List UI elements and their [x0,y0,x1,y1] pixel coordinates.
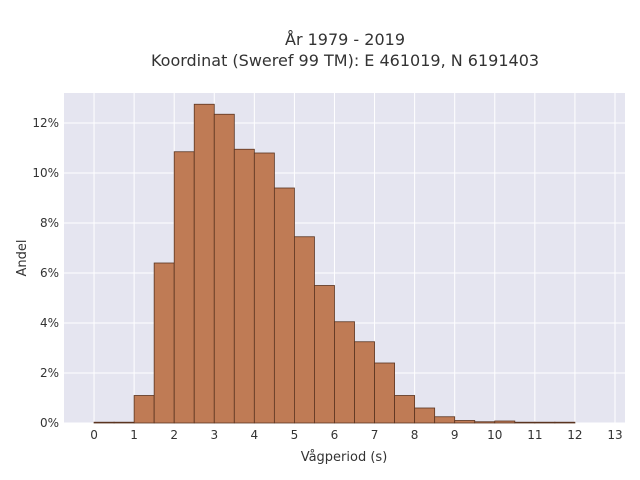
x-tick-label: 11 [527,428,542,442]
x-tick-label: 9 [451,428,459,442]
y-tick-label: 10% [32,166,59,180]
histogram-bar [434,416,456,424]
histogram-bar [554,421,576,424]
x-tick-label: 10 [487,428,502,442]
histogram-bar [213,113,235,424]
x-tick-label: 3 [210,428,218,442]
histogram-bar [374,362,395,424]
histogram-bar [93,421,115,424]
histogram-bar [414,407,436,424]
histogram-bar [474,421,496,424]
x-tick-label: 5 [291,428,299,442]
histogram-bar [454,420,476,424]
histogram-bar [534,421,556,424]
histogram-bar [113,421,135,424]
x-tick-label: 2 [170,428,178,442]
x-tick-label: 13 [607,428,622,442]
histogram-bar [173,151,195,424]
histogram-bar [193,103,215,424]
x-tick-label: 0 [90,428,98,442]
y-tick-label: 6% [40,266,59,280]
x-tick-label: 1 [130,428,138,442]
histogram-bar [233,148,255,424]
histogram-bar [334,321,355,424]
chart-title-line2: Koordinat (Sweref 99 TM): E 461019, N 61… [151,51,539,70]
y-tick-label: 0% [40,416,59,430]
histogram-bar [153,262,175,424]
histogram-bar [394,395,416,424]
histogram-bar [253,152,275,424]
tick-layer: 0 1 2 3 4 5 6 7 8 9 10 11 12 130%2%4%6%8%10%12% [32,116,622,442]
x-axis-label: Vågperiod (s) [301,450,388,465]
histogram-bar [354,341,375,424]
x-tick-label: 7 [371,428,379,442]
histogram-bar [514,421,536,424]
histogram-bar [273,187,295,424]
y-tick-label: 12% [32,116,59,130]
histogram-bar [294,236,315,424]
histogram-bar [133,395,155,424]
x-tick-label: 4 [251,428,259,442]
x-tick-label: 6 [331,428,339,442]
y-tick-label: 2% [40,366,59,380]
y-axis-label: Andel [15,240,30,277]
x-tick-label: 8 [411,428,419,442]
histogram-bar [494,420,516,424]
x-tick-label: 12 [567,428,582,442]
y-tick-label: 8% [40,216,59,230]
y-tick-label: 4% [40,316,59,330]
bar-layer [93,103,576,424]
histogram-bar [314,285,335,424]
chart-title-line1: År 1979 - 2019 [285,30,405,49]
